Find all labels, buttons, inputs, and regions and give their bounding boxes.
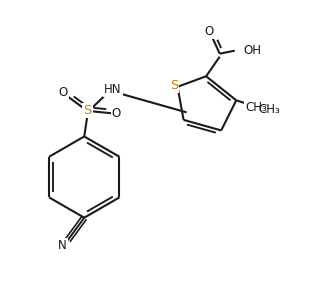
Text: OH: OH bbox=[243, 44, 261, 57]
Text: N: N bbox=[58, 239, 67, 252]
Text: O: O bbox=[58, 86, 68, 99]
Text: CH₃: CH₃ bbox=[258, 103, 280, 116]
Text: O: O bbox=[112, 107, 121, 120]
Text: S: S bbox=[170, 79, 178, 92]
Text: CH₃: CH₃ bbox=[245, 101, 267, 114]
Text: O: O bbox=[204, 25, 214, 38]
Text: S: S bbox=[83, 104, 91, 118]
Text: HN: HN bbox=[104, 83, 122, 96]
